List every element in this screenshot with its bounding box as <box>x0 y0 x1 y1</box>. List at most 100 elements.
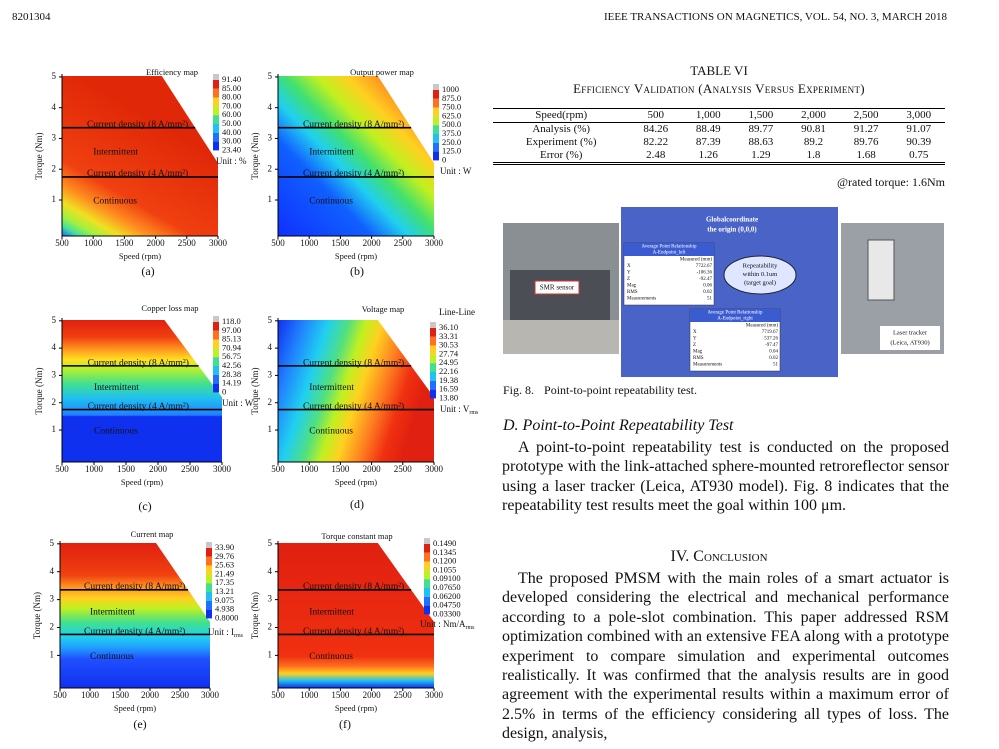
panel-label: (c) <box>138 499 151 513</box>
colorbar-label: 250.0 <box>442 137 461 147</box>
y-tick-label: 3 <box>50 594 55 604</box>
point-table-key: RMS <box>693 356 704 361</box>
table-row: Speed(rpm) 500 1,000 1,500 2,000 2,500 3,000 <box>493 108 945 123</box>
table-cell: 87.39 <box>695 136 721 148</box>
table-cell: 1.8 <box>806 149 821 161</box>
table-cell: 2.48 <box>646 149 666 161</box>
colorbar-label: 0 <box>222 386 226 396</box>
colorbar-block <box>424 544 430 553</box>
point-table-value: 0.04 <box>769 350 778 355</box>
colorbar-label: 0.03300 <box>433 608 461 618</box>
colorbar-block <box>424 561 430 571</box>
colorbar-label: 17.35 <box>215 577 234 587</box>
table-cell: Analysis (%) <box>532 123 591 135</box>
x-axis-label: Speed (rpm) <box>119 251 161 261</box>
unit-text: Unit : I <box>208 627 234 637</box>
colorbar-block <box>424 605 430 615</box>
y-tick-label: 2 <box>268 163 273 173</box>
point-table-key: Y <box>693 337 697 342</box>
table-cell: 1.68 <box>856 149 876 161</box>
region-label: Intermittent <box>309 147 354 157</box>
table-row: Analysis (%) 84.26 88.49 89.77 90.81 91.27 91.… <box>493 123 945 137</box>
map-title: Copper loss map <box>141 303 198 313</box>
colorbar-label: 36.10 <box>439 322 458 332</box>
section-heading: IV. Conclusion <box>670 548 768 565</box>
colorbar-label: 0.8000 <box>215 612 238 622</box>
region-label: Current density (4 A/mm²) <box>303 168 404 179</box>
y-tick-label: 4 <box>50 566 55 576</box>
x-tick-label: 2000 <box>363 238 382 248</box>
table-cell: 89.2 <box>803 136 824 148</box>
x-tick-label: 500 <box>271 464 285 474</box>
x-tick-label: 2500 <box>181 464 200 474</box>
x-tick-label: 1000 <box>81 690 100 700</box>
x-tick-label: 500 <box>271 690 285 700</box>
colorbar-cap <box>433 84 439 90</box>
colorbar-label: 56.75 <box>222 351 241 361</box>
contour-fill <box>278 320 434 462</box>
colorbar-label: 500.0 <box>442 119 461 129</box>
table-cell: 89.77 <box>748 123 774 135</box>
y-tick-label: 3 <box>52 133 57 143</box>
colorbar-label: 875.0 <box>442 93 461 103</box>
colorbar-block <box>430 345 436 355</box>
point-table-key: X <box>693 330 697 335</box>
x-tick-label: 2500 <box>178 238 197 248</box>
y-axis-label: Torque (Nm) <box>32 592 42 639</box>
region-label: Current density (8 A/mm²) <box>303 119 404 130</box>
region-label: Current density (4 A/mm²) <box>303 626 404 637</box>
colorbar-label: 13.80 <box>439 392 458 402</box>
point-table-value: -106.36 <box>697 271 713 276</box>
map-title: Efficiency map <box>146 67 198 77</box>
x-tick-label: 1500 <box>331 238 350 248</box>
table-cell: 89.76 <box>853 136 879 148</box>
colorbar-block <box>213 322 219 331</box>
colorbar-block <box>430 372 436 381</box>
colorbar-block <box>213 88 219 98</box>
colorbar-block <box>424 579 430 588</box>
point-table-key: Mag <box>627 284 637 289</box>
colorbar-label: 0.1490 <box>433 538 456 548</box>
region-label: Current density (4 A/mm²) <box>87 168 188 179</box>
region-label: Intermittent <box>309 383 354 393</box>
colorbar-cap <box>213 316 219 322</box>
point-table-key: Mag <box>693 350 703 355</box>
colorbar-label: 0.06200 <box>433 591 461 601</box>
colorbar-block <box>433 116 439 126</box>
y-tick-label: 2 <box>52 163 57 173</box>
y-tick-label: 1 <box>268 194 273 204</box>
y-tick-label: 3 <box>268 133 273 143</box>
panel-label: (a) <box>141 264 154 278</box>
colorbar-label: 33.90 <box>215 542 234 552</box>
point-table-value: 51 <box>707 297 713 302</box>
point-table-value: 0.02 <box>769 356 778 361</box>
point-table-key: Z <box>627 277 630 282</box>
colorbar-label: 118.0 <box>222 316 241 326</box>
colorbar-block <box>206 556 212 566</box>
colorbar-label: 16.59 <box>439 384 458 394</box>
colorbar-label: 22.16 <box>439 366 458 376</box>
x-axis-label: Speed (rpm) <box>114 703 156 713</box>
goal-label: Repeatability <box>743 262 778 269</box>
region-label: Current density (4 A/mm²) <box>303 401 404 412</box>
x-tick-label: 1500 <box>331 690 350 700</box>
colorbar-block <box>424 570 430 580</box>
colorbar-block <box>213 366 219 375</box>
colorbar-label: 30.00 <box>222 136 241 146</box>
colorbar-block <box>430 328 436 337</box>
colorbar-label: 85.00 <box>222 83 241 93</box>
x-tick-label: 2000 <box>149 464 168 474</box>
table-row: Experiment (%) 82.22 87.39 88.63 89.2 89.76 90… <box>493 136 945 149</box>
colorbar-block <box>213 339 219 349</box>
panel-label: (b) <box>350 264 364 278</box>
tracker-label-box <box>880 326 940 350</box>
colorbar-title: Line-Line <box>439 307 475 317</box>
colorbar-block <box>206 548 212 557</box>
colorbar-label: 50.00 <box>222 118 241 128</box>
x-axis-label: Speed (rpm) <box>335 477 377 487</box>
photo-floor <box>503 320 619 354</box>
x-tick-label: 3000 <box>425 238 444 248</box>
point-table-title: Average Point Relationship <box>642 245 697 250</box>
contour-fill <box>278 76 434 236</box>
